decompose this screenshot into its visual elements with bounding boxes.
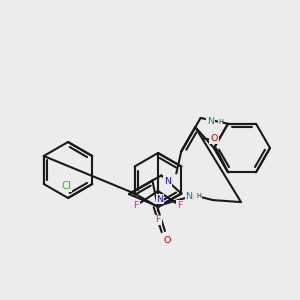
Text: Cl: Cl (61, 181, 71, 191)
Text: N: N (186, 194, 193, 203)
Text: N: N (207, 117, 214, 126)
Text: N: N (185, 192, 193, 201)
Text: H: H (218, 119, 223, 125)
Text: F: F (133, 200, 139, 209)
Text: N: N (157, 194, 164, 203)
Text: F: F (177, 200, 183, 209)
Text: O: O (210, 134, 218, 143)
Text: H: H (196, 193, 201, 199)
Text: F: F (155, 215, 161, 224)
Text: O: O (163, 236, 171, 244)
Text: N: N (164, 177, 171, 186)
